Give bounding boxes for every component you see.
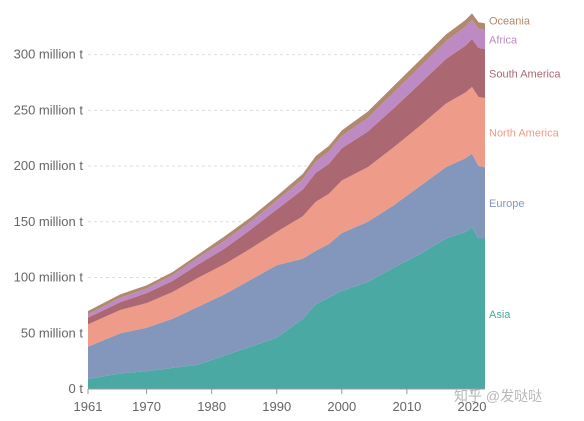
y-tick-label: 200 million t (14, 158, 84, 173)
area-europe (88, 153, 485, 379)
x-tick-label: 1980 (197, 399, 226, 414)
x-axis: 1961 1970 1980 1990 2000 2010 2020 (74, 388, 487, 414)
series-areas (88, 13, 485, 389)
series-label-south-america: South America (489, 69, 561, 81)
area-asia (88, 227, 485, 389)
x-tick-label: 1970 (132, 399, 161, 414)
series-label-north-america: North America (489, 128, 560, 140)
watermark: 知乎 @发哒哒 (454, 388, 542, 404)
series-label-asia: Asia (489, 309, 511, 321)
series-label-europe: Europe (489, 198, 524, 210)
x-tick-label: 2000 (327, 399, 356, 414)
y-tick-label: 100 million t (14, 270, 84, 285)
y-tick-label: 50 million t (21, 325, 84, 340)
y-tick-label: 0 t (69, 381, 84, 396)
series-label-africa: Africa (489, 35, 518, 47)
area-north-america (88, 86, 485, 347)
x-tick-label: 2010 (392, 399, 421, 414)
area-south-america (88, 38, 485, 325)
area-africa (88, 20, 485, 318)
series-label-oceania: Oceania (489, 16, 531, 28)
x-tick-label: 1990 (262, 399, 291, 414)
x-tick-label: 2020 (458, 399, 487, 414)
series-labels: Asia Europe North America South America Afri… (489, 16, 561, 321)
y-axis: 0 t 50 million t 100 million t 150 million … (14, 47, 84, 396)
y-tick-label: 250 million t (14, 102, 84, 117)
x-tick-label: 1961 (74, 399, 103, 414)
y-tick-label: 150 million t (14, 214, 84, 229)
y-tick-label: 300 million t (14, 47, 84, 62)
